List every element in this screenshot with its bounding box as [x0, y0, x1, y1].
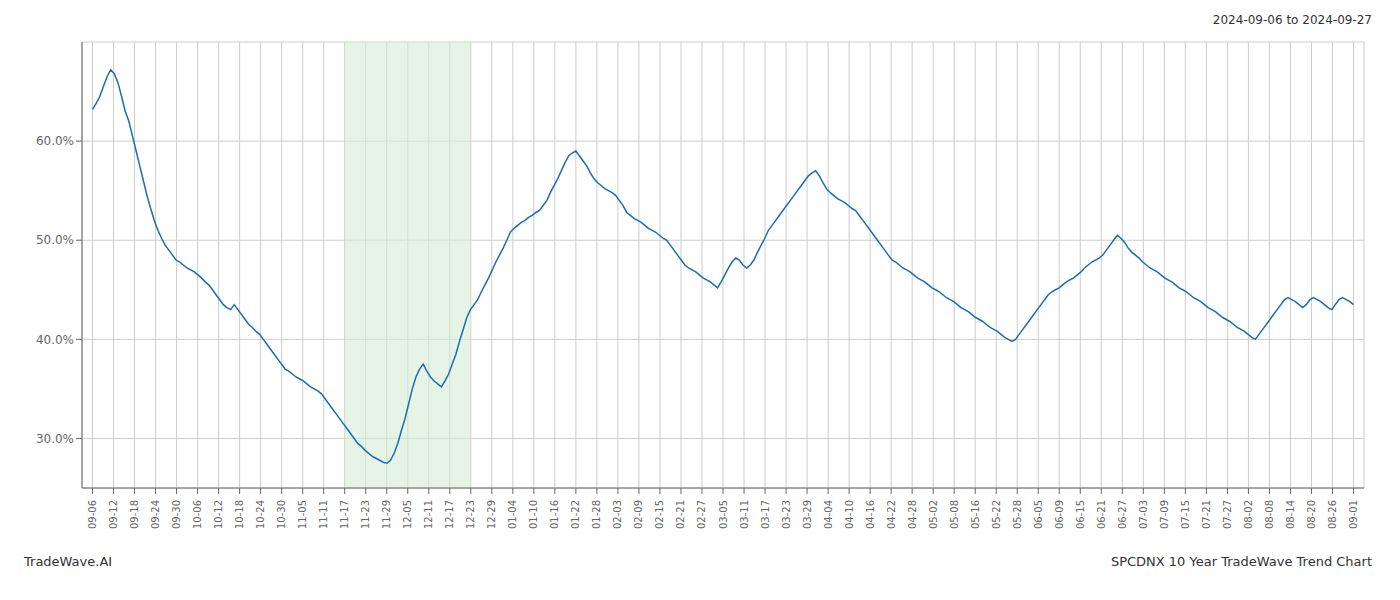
svg-text:09-12: 09-12 — [108, 500, 119, 529]
svg-text:09-24: 09-24 — [150, 500, 161, 529]
svg-text:11-11: 11-11 — [318, 500, 329, 529]
svg-text:04-10: 04-10 — [844, 500, 855, 529]
svg-text:07-27: 07-27 — [1222, 500, 1233, 529]
svg-text:06-15: 06-15 — [1075, 500, 1086, 529]
svg-text:07-21: 07-21 — [1201, 500, 1212, 529]
svg-text:04-16: 04-16 — [865, 500, 876, 529]
html-text:TradeWave.AI: TradeWave.AI — [24, 553, 113, 569]
svg-text:08-02: 08-02 — [1243, 500, 1254, 529]
svg-text:10-24: 10-24 — [255, 500, 266, 529]
svg-text:10-12: 10-12 — [213, 500, 224, 529]
svg-text:09-01: 09-01 — [1348, 500, 1359, 529]
svg-text:02-09: 02-09 — [633, 500, 644, 529]
svg-text:04-28: 04-28 — [907, 500, 918, 529]
svg-text:08-26: 08-26 — [1327, 500, 1338, 529]
svg-text:05-28: 05-28 — [1012, 500, 1023, 529]
svg-text:02-27: 02-27 — [696, 500, 707, 529]
svg-text:12-05: 12-05 — [402, 500, 413, 529]
svg-text:08-08: 08-08 — [1264, 500, 1275, 529]
svg-text:06-05: 06-05 — [1033, 500, 1044, 529]
svg-text:07-03: 07-03 — [1138, 500, 1149, 529]
svg-text:11-23: 11-23 — [360, 500, 371, 529]
svg-text:08-20: 08-20 — [1306, 500, 1317, 529]
svg-text:12-11: 12-11 — [423, 500, 434, 529]
svg-text:12-23: 12-23 — [465, 500, 476, 529]
svg-text:30.0%: 30.0% — [36, 432, 74, 446]
svg-text:01-16: 01-16 — [549, 500, 560, 529]
svg-text:07-09: 07-09 — [1159, 500, 1170, 529]
svg-text:05-22: 05-22 — [991, 500, 1002, 529]
svg-text:11-05: 11-05 — [297, 500, 308, 529]
svg-text:02-03: 02-03 — [612, 500, 623, 529]
svg-text:06-27: 06-27 — [1117, 500, 1128, 529]
svg-text:05-08: 05-08 — [949, 500, 960, 529]
html-text:SPCDNX 10 Year TradeWave Trend: SPCDNX 10 Year TradeWave Trend Chart — [1110, 553, 1372, 569]
svg-text:01-04: 01-04 — [507, 500, 518, 529]
svg-text:10-30: 10-30 — [276, 500, 287, 529]
svg-text:11-29: 11-29 — [381, 500, 392, 529]
svg-text:03-05: 03-05 — [718, 500, 729, 529]
svg-text:10-06: 10-06 — [192, 500, 203, 529]
html-text:2024-09-06 to 2024-09-27: 2024-09-06 to 2024-09-27 — [1212, 13, 1372, 27]
svg-text:12-29: 12-29 — [486, 500, 497, 529]
svg-text:04-22: 04-22 — [886, 500, 897, 529]
svg-text:06-09: 06-09 — [1054, 500, 1065, 529]
svg-text:50.0%: 50.0% — [36, 233, 74, 247]
svg-text:03-29: 03-29 — [802, 500, 813, 529]
svg-text:11-17: 11-17 — [339, 500, 350, 529]
svg-text:08-14: 08-14 — [1285, 500, 1296, 529]
svg-text:03-17: 03-17 — [760, 500, 771, 529]
svg-text:02-15: 02-15 — [654, 500, 665, 529]
svg-text:12-17: 12-17 — [444, 500, 455, 529]
svg-text:04-04: 04-04 — [823, 500, 834, 529]
svg-text:09-30: 09-30 — [171, 500, 182, 529]
svg-text:02-21: 02-21 — [675, 500, 686, 529]
svg-text:05-16: 05-16 — [970, 500, 981, 529]
svg-text:09-18: 09-18 — [129, 500, 140, 529]
svg-text:03-23: 03-23 — [781, 500, 792, 529]
svg-text:60.0%: 60.0% — [36, 134, 74, 148]
svg-text:01-28: 01-28 — [591, 500, 602, 529]
svg-text:10-18: 10-18 — [234, 500, 245, 529]
svg-text:05-02: 05-02 — [928, 500, 939, 529]
svg-text:09-06: 09-06 — [87, 500, 98, 529]
svg-text:01-10: 01-10 — [528, 500, 539, 529]
svg-text:40.0%: 40.0% — [36, 333, 74, 347]
svg-text:03-11: 03-11 — [739, 500, 750, 529]
svg-text:06-21: 06-21 — [1096, 500, 1107, 529]
svg-text:07-15: 07-15 — [1180, 500, 1191, 529]
svg-text:01-22: 01-22 — [570, 500, 581, 529]
